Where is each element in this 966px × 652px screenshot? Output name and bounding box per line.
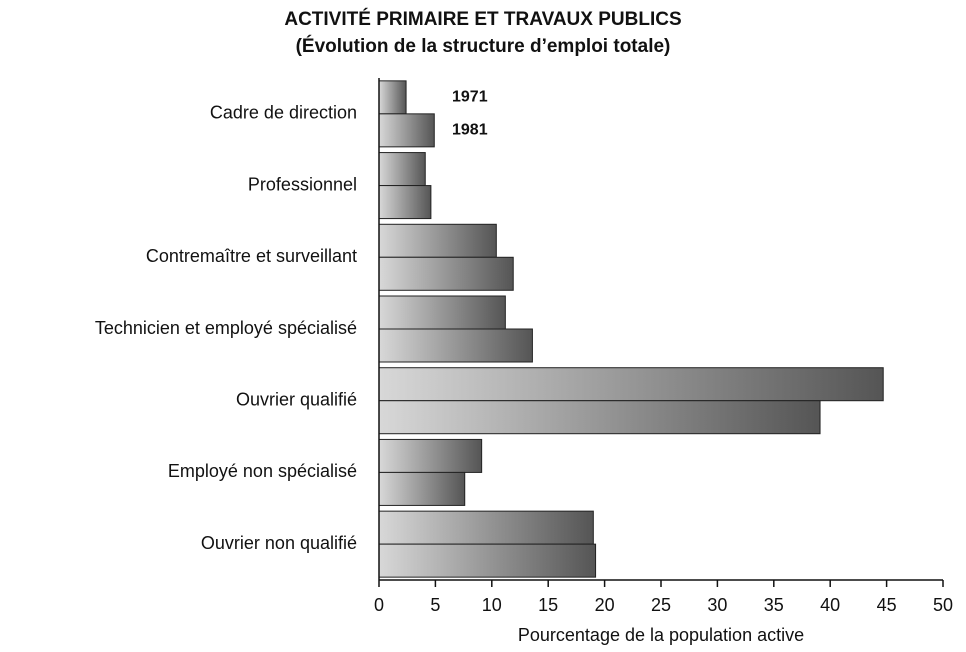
bar — [378, 295, 506, 330]
x-tick-label: 5 — [430, 595, 440, 615]
x-tick-label: 20 — [595, 595, 615, 615]
y-tick-label: Ouvrier non qualifié — [201, 533, 357, 553]
bar — [378, 438, 483, 473]
bar — [378, 113, 435, 148]
bar — [378, 152, 426, 187]
bar — [378, 510, 594, 545]
x-tick-label: 10 — [482, 595, 502, 615]
y-tick-label: Contremaître et surveillant — [146, 246, 357, 266]
x-tick-label: 30 — [707, 595, 727, 615]
y-tick-label: Professionnel — [248, 174, 357, 194]
x-tick-label: 45 — [877, 595, 897, 615]
x-axis-label: Pourcentage de la population active — [518, 625, 804, 645]
chart-subtitle: (Évolution de la structure d’emploi tota… — [296, 35, 671, 57]
x-tick-label: 35 — [764, 595, 784, 615]
y-tick-label: Ouvrier qualifié — [236, 389, 357, 409]
chart-title: ACTIVITÉ PRIMAIRE ET TRAVAUX PUBLICS — [284, 8, 681, 30]
y-tick-label: Cadre de direction — [210, 103, 357, 123]
bar — [378, 400, 821, 435]
y-tick-label: Employé non spécialisé — [168, 461, 357, 481]
legend-label: 1971 — [452, 89, 488, 106]
x-tick-label: 50 — [933, 595, 953, 615]
bar — [378, 328, 533, 363]
x-tick-label: 15 — [538, 595, 558, 615]
x-tick-label: 0 — [374, 595, 384, 615]
bar — [378, 256, 514, 291]
bar — [378, 223, 497, 258]
x-tick-label: 25 — [651, 595, 671, 615]
x-tick-label: 40 — [820, 595, 840, 615]
y-tick-label: Technicien et employé spécialisé — [95, 318, 357, 338]
bar — [378, 185, 432, 220]
bar — [378, 367, 884, 402]
legend-label: 1981 — [452, 122, 488, 139]
bar — [378, 471, 466, 506]
bar — [378, 80, 407, 115]
bar — [378, 543, 597, 578]
